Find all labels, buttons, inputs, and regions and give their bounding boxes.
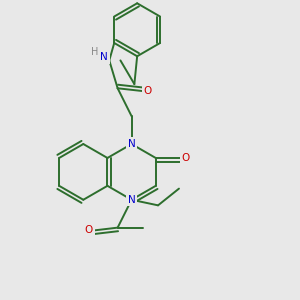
Text: N: N bbox=[128, 195, 136, 205]
Text: N: N bbox=[128, 139, 136, 149]
Text: N: N bbox=[100, 52, 108, 62]
Text: O: O bbox=[85, 225, 93, 236]
Text: O: O bbox=[144, 86, 152, 96]
Text: O: O bbox=[182, 153, 190, 163]
Text: H: H bbox=[91, 47, 98, 58]
